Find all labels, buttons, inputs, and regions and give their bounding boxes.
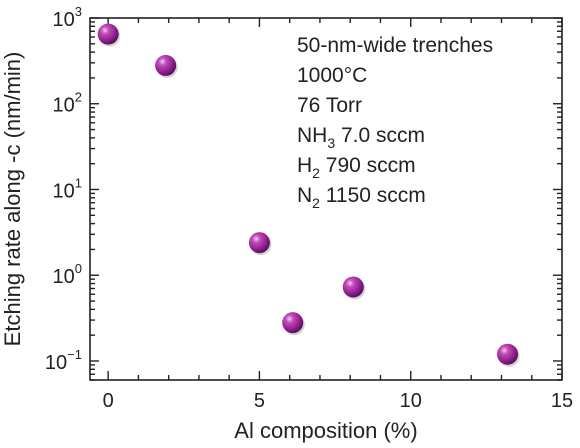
annotation-line: 50-nm-wide trenches bbox=[297, 34, 493, 57]
annotation-line: 76 Torr bbox=[297, 94, 362, 117]
data-point bbox=[155, 54, 177, 76]
annotation-line: N2 1150 sccm bbox=[297, 184, 426, 211]
annotation-line: NH3 7.0 sccm bbox=[297, 124, 425, 151]
x-tick-labels: 0 5 10 15 bbox=[103, 390, 574, 412]
y-tick-label: 100 bbox=[53, 261, 82, 288]
data-point bbox=[248, 232, 270, 254]
y-tick-label: 101 bbox=[53, 175, 82, 202]
y-axis-label: Etching rate along -c (nm/min) bbox=[0, 52, 25, 347]
y-tick-label: 103 bbox=[53, 4, 82, 31]
y-tick-label: 10−1 bbox=[45, 347, 82, 374]
x-tick-label: 10 bbox=[400, 390, 422, 412]
x-tick-label: 15 bbox=[551, 390, 573, 412]
y-tick-label: 102 bbox=[53, 90, 82, 117]
x-tick-label: 5 bbox=[254, 390, 265, 412]
axis-ticks bbox=[90, 17, 563, 381]
annotation-line: 1000°C bbox=[297, 64, 367, 87]
x-tick-label: 0 bbox=[103, 390, 114, 412]
data-point bbox=[342, 276, 364, 298]
y-tick-labels: 10−1 100 101 102 103 bbox=[45, 4, 82, 374]
annotation-line: H2 790 sccm bbox=[297, 154, 416, 181]
data-point bbox=[497, 343, 519, 365]
data-points bbox=[97, 23, 520, 367]
annotation-block: 50-nm-wide trenches 1000°C 76 Torr NH3 7.0 … bbox=[297, 34, 493, 211]
x-axis-label: Al composition (%) bbox=[234, 418, 417, 443]
plot-frame bbox=[89, 17, 563, 381]
data-point bbox=[97, 23, 119, 45]
data-point bbox=[282, 312, 304, 334]
